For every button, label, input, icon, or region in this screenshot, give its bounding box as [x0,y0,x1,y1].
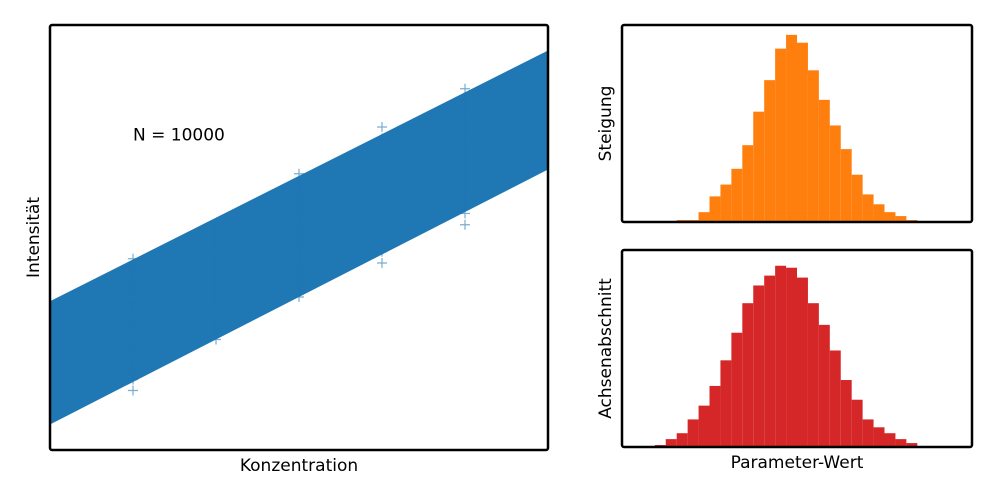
histogram-bar [676,433,688,447]
histogram-bar [698,405,710,447]
histogram-bar [829,350,841,447]
histogram-bar [786,267,797,447]
histogram-bar [731,168,743,222]
histogram-bar [895,216,907,222]
y-axis-label: Steigung [596,86,616,162]
histogram-bar [698,212,710,222]
histogram-bar [753,285,765,447]
annotation: N = 10000 [133,126,225,146]
histogram-bar [687,419,699,447]
histogram-bar [753,111,765,222]
histogram-bar [720,184,732,222]
histogram-bar [818,324,830,447]
histogram-bar [895,439,907,447]
point-cluster [460,83,470,230]
histogram-bar [807,70,819,222]
point-cluster [211,224,221,345]
histogram-bar [720,360,732,447]
histogram-bar [764,275,776,447]
y-axis-label: Intensität [24,197,44,278]
histogram-bar [709,385,721,447]
histogram-bar [906,443,918,447]
histogram-bar [873,427,885,447]
histogram-bar [829,125,841,222]
point-cluster [128,253,138,396]
histogram-bar [862,419,874,447]
plot-frame [620,23,974,224]
histogram-bar [742,303,754,447]
x-axis-label: Parameter-Wert [731,453,864,473]
y-axis-label: Achsenabschnitt [596,278,616,419]
histogram-bar [742,145,754,222]
point-cluster [294,168,304,302]
point-cluster [377,122,387,268]
histogram-bar [818,99,830,222]
histogram-bar [840,380,852,447]
histogram-bar [775,48,787,222]
histogram-bar [851,174,863,222]
histogram-bar [775,265,787,447]
histogram-bar [709,196,721,222]
histogram-bar [840,149,852,222]
histogram-bar [764,80,776,222]
histogram-bar [884,212,896,222]
histogram-bar [665,439,677,447]
x-axis-label: Konzentration [240,456,358,476]
histogram-bar [797,42,808,222]
histogram-bar [807,303,819,447]
histogram-bar [786,34,797,222]
histogram-bar [873,204,885,222]
histogram-bar [862,194,874,222]
histogram-bar [851,399,863,447]
histogram-bar [731,332,743,447]
histogram-bar [797,277,808,447]
plot-frame [620,248,974,449]
plot-frame [48,23,550,452]
histogram-bar [884,433,896,447]
